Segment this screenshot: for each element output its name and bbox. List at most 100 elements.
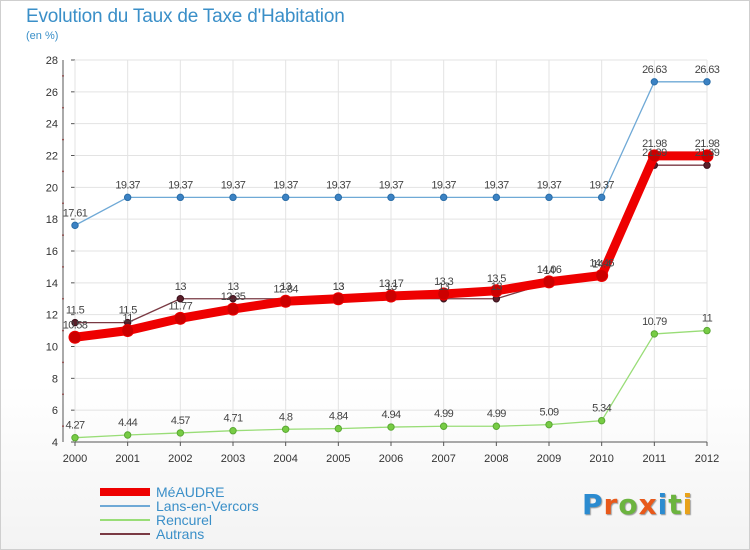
data-point-series-0 <box>595 269 609 283</box>
x-tick-label: 2009 <box>537 453 561 465</box>
data-label-series-1: 26.63 <box>642 64 667 76</box>
data-label-series-2: 4.27 <box>65 420 84 432</box>
data-point-series-1 <box>439 193 448 202</box>
y-tick-label: 28 <box>46 55 58 67</box>
data-point-series-2 <box>387 423 395 431</box>
y-tick-label: 20 <box>46 182 58 194</box>
data-label-series-2: 4.94 <box>381 409 400 421</box>
data-label-series-0: 14.06 <box>537 264 562 276</box>
data-point-series-3 <box>71 318 79 327</box>
data-point-series-2 <box>650 330 659 338</box>
data-label-series-0: 12.35 <box>221 291 246 303</box>
data-point-series-0 <box>384 289 398 303</box>
data-label-series-1: 19.37 <box>484 179 509 191</box>
data-label-series-0: 13 <box>333 281 345 293</box>
x-tick-label: 2011 <box>643 453 667 465</box>
logo-letter: P <box>582 488 604 521</box>
x-tick-label: 2012 <box>695 453 719 465</box>
data-label-series-3: 14.4 <box>592 258 611 270</box>
data-point-series-0 <box>647 149 661 163</box>
x-tick-label: 2004 <box>273 453 297 465</box>
data-point-series-2 <box>703 326 711 335</box>
data-point-series-0 <box>437 287 451 301</box>
data-point-series-1 <box>650 78 659 86</box>
data-label-series-0: 21.98 <box>642 138 667 150</box>
data-label-series-2: 5.34 <box>592 403 611 415</box>
data-point-series-1 <box>281 193 290 202</box>
data-label-series-2: 11 <box>702 313 713 325</box>
data-label-series-3: 13 <box>438 281 450 293</box>
data-label-series-0: 14.46 <box>589 258 614 270</box>
data-label-series-3: 13 <box>385 281 397 293</box>
data-point-series-1 <box>123 193 132 202</box>
data-point-series-3 <box>176 295 185 303</box>
data-label-series-1: 19.37 <box>379 179 404 191</box>
y-tick-label: 24 <box>46 119 58 131</box>
chart-title: Evolution du Taux de Taxe d'Habitation <box>26 6 345 27</box>
data-label-series-2: 5.09 <box>539 407 558 419</box>
data-point-series-1 <box>229 193 237 202</box>
legend-item: Lans-en-Vercors <box>100 498 259 514</box>
data-point-series-2 <box>229 426 237 435</box>
data-label-series-2: 10.79 <box>642 316 667 328</box>
legend-item: MéAUDRE <box>100 484 224 500</box>
legend-label: Autrans <box>156 526 204 542</box>
data-label-series-1: 17.61 <box>63 207 88 219</box>
data-label-series-3: 13 <box>280 281 292 293</box>
logo-letter: x <box>638 488 658 521</box>
data-point-series-0 <box>542 275 556 289</box>
data-label-series-3: 13 <box>491 281 503 293</box>
data-point-series-2 <box>281 425 290 433</box>
legend-label: MéAUDRE <box>156 484 224 500</box>
data-point-series-3 <box>229 295 237 303</box>
data-label-series-1: 19.37 <box>115 179 140 191</box>
logo-letter: i <box>682 488 694 521</box>
data-point-series-0 <box>121 324 135 338</box>
data-point-series-2 <box>492 422 501 430</box>
data-point-series-0 <box>279 294 293 308</box>
data-point-series-1 <box>492 193 501 202</box>
x-tick-label: 2001 <box>115 453 139 465</box>
data-point-series-0 <box>700 149 714 163</box>
data-point-series-2 <box>334 424 343 433</box>
x-tick-label: 2005 <box>326 453 350 465</box>
logo-letter: i <box>657 488 669 521</box>
data-label-series-3: 11.5 <box>119 305 138 317</box>
data-point-series-1 <box>703 78 711 86</box>
x-tick-label: 2007 <box>431 453 455 465</box>
y-tick-label: 10 <box>46 342 58 354</box>
data-label-series-1: 19.37 <box>221 179 246 191</box>
x-tick-label: 2008 <box>484 453 508 465</box>
data-label-series-3: 21.39 <box>642 147 667 159</box>
data-label-series-1: 19.37 <box>273 179 298 191</box>
data-label-series-0: 13.5 <box>487 273 506 285</box>
logo-letter: o <box>618 488 639 521</box>
data-label-series-3: 13 <box>333 281 345 293</box>
data-point-series-3 <box>703 161 711 169</box>
data-label-series-1: 19.37 <box>431 179 456 191</box>
data-point-series-2 <box>597 416 606 425</box>
x-tick-label: 2002 <box>168 453 192 465</box>
data-label-series-2: 4.99 <box>487 408 506 420</box>
data-point-series-2 <box>71 434 79 442</box>
data-point-series-1 <box>597 193 606 202</box>
data-label-series-0: 13.3 <box>434 276 453 288</box>
data-label-series-1: 19.37 <box>168 179 193 191</box>
legend-label: Rencurel <box>156 512 212 528</box>
logo-letter: r <box>603 488 619 521</box>
x-tick-label: 2000 <box>63 453 87 465</box>
data-point-series-0 <box>68 330 82 344</box>
data-label-series-3: 13 <box>175 281 187 293</box>
data-label-series-3: 13 <box>227 281 239 293</box>
data-point-series-1 <box>176 193 185 202</box>
data-label-series-2: 4.57 <box>171 415 190 427</box>
data-label-series-0: 11 <box>123 313 134 325</box>
y-tick-label: 12 <box>46 310 58 322</box>
data-point-series-0 <box>331 292 345 306</box>
data-label-series-0: 11.77 <box>168 300 192 312</box>
y-tick-label: 14 <box>46 278 58 290</box>
data-point-series-2 <box>176 429 185 437</box>
logo-letter: t <box>668 488 683 521</box>
data-label-series-3: 14 <box>543 265 555 277</box>
